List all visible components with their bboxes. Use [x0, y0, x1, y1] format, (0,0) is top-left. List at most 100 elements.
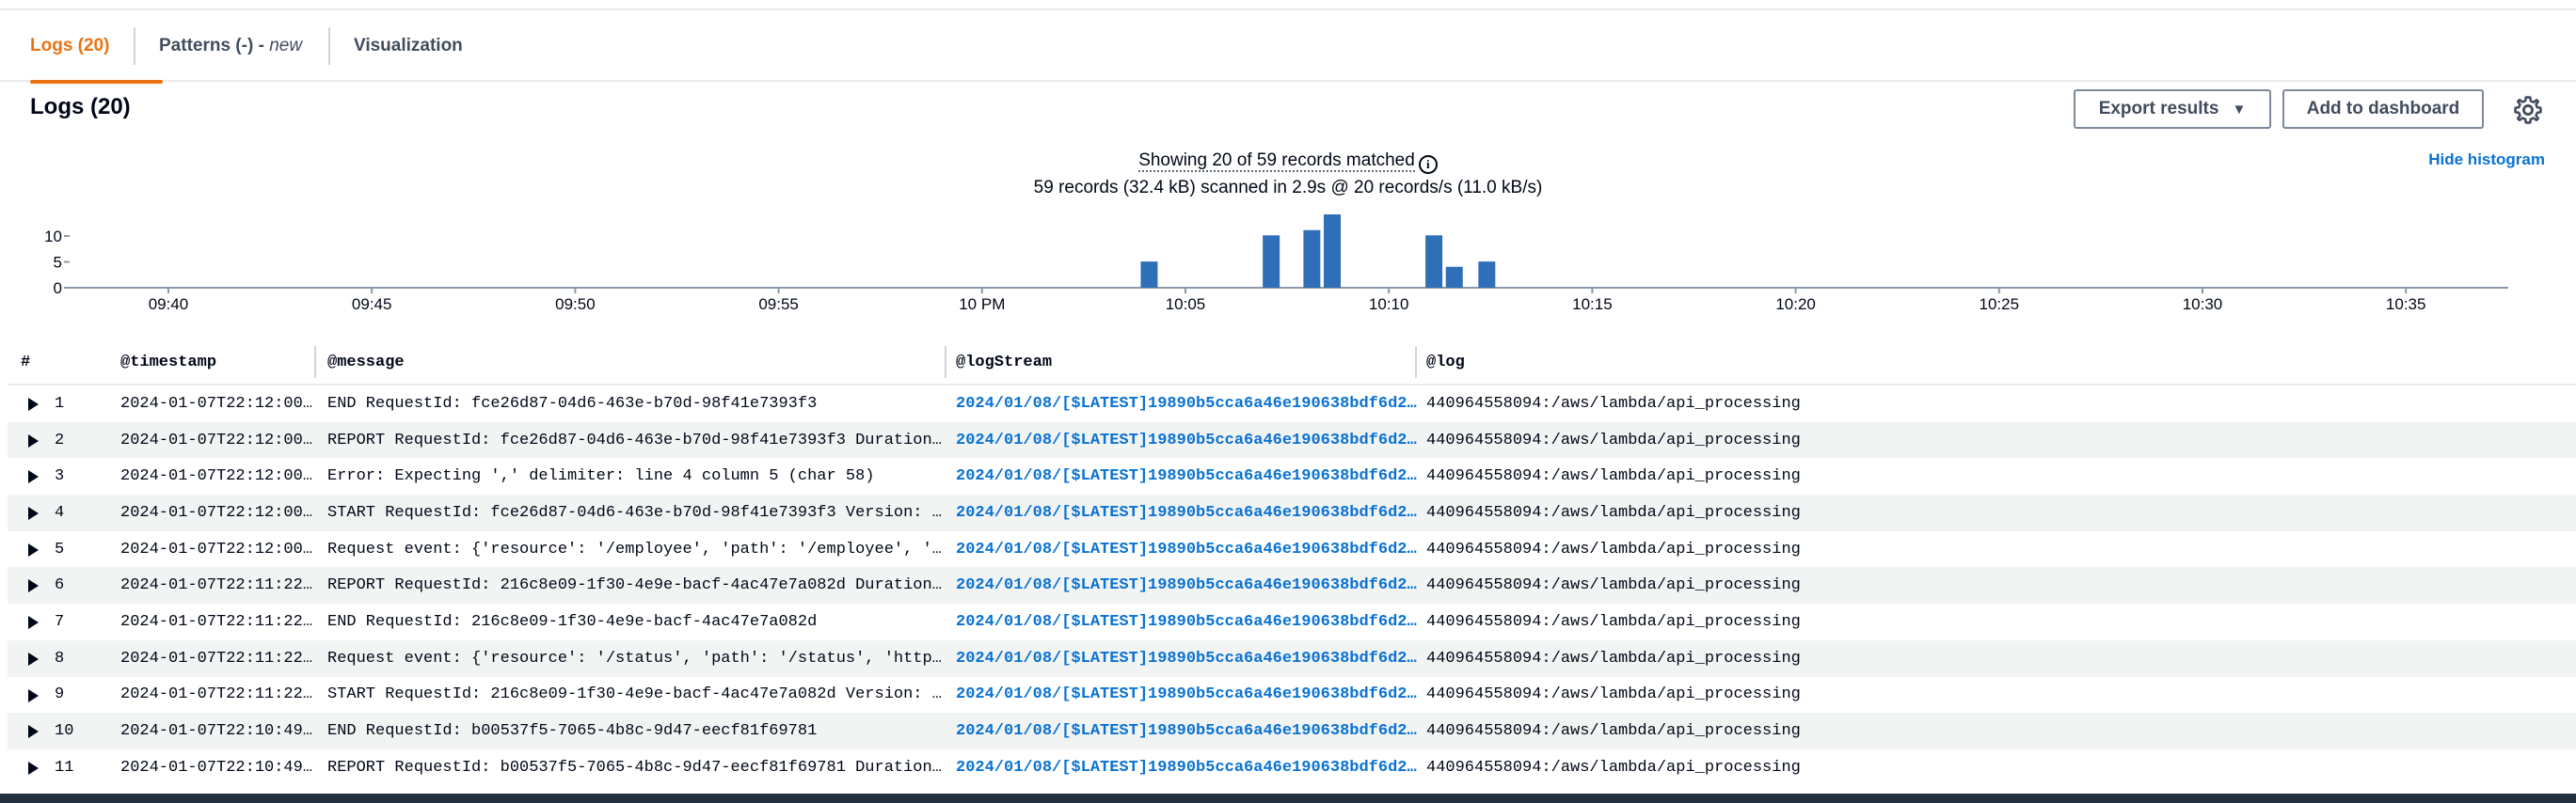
- row-index: 2: [55, 431, 65, 449]
- column-divider[interactable]: [1415, 346, 1417, 378]
- expand-row-icon[interactable]: [28, 433, 39, 448]
- row-timestamp: 2024-01-07T22:12:00.…: [120, 431, 314, 449]
- row-log: 440964558094:/aws/lambda/api_processing: [1426, 722, 1801, 741]
- tab-visualization[interactable]: Visualization: [354, 10, 463, 82]
- row-index: 8: [55, 649, 65, 668]
- info-icon[interactable]: i: [1418, 155, 1438, 174]
- histogram-bar[interactable]: [1140, 261, 1158, 288]
- table-row[interactable]: 5 2024-01-07T22:12:00.… Request event: {'r…: [8, 531, 2576, 568]
- histogram-bar[interactable]: [1445, 266, 1463, 288]
- table-row[interactable]: 4 2024-01-07T22:12:00.… START RequestId: f…: [8, 495, 2576, 531]
- row-logstream-link[interactable]: 2024/01/08/[$LATEST]19890b5cca6a46e19063…: [956, 467, 1417, 486]
- row-index: 5: [55, 540, 65, 559]
- row-timestamp: 2024-01-07T22:12:00.…: [120, 394, 314, 413]
- histogram-bar[interactable]: [1425, 235, 1443, 288]
- add-to-dashboard-button[interactable]: Add to dashboard: [2282, 89, 2484, 129]
- row-log: 440964558094:/aws/lambda/api_processing: [1426, 685, 1801, 704]
- row-message: REPORT RequestId: fce26d87-04d6-463e-b70…: [327, 431, 950, 449]
- expand-row-icon[interactable]: [28, 579, 39, 593]
- expand-row-icon[interactable]: [28, 761, 39, 775]
- row-message: Request event: {'resource': '/employee',…: [327, 540, 950, 559]
- row-index: 1: [55, 394, 65, 413]
- expand-row-icon[interactable]: [28, 470, 39, 484]
- row-log: 440964558094:/aws/lambda/api_processing: [1426, 612, 1801, 631]
- row-logstream-link[interactable]: 2024/01/08/[$LATEST]19890b5cca6a46e19063…: [956, 540, 1417, 559]
- expand-row-icon[interactable]: [28, 543, 39, 557]
- table-row[interactable]: 10 2024-01-07T22:10:49.… END RequestId: b0…: [8, 713, 2576, 749]
- expand-row-icon[interactable]: [28, 398, 39, 411]
- table-row[interactable]: 3 2024-01-07T22:12:00.… Error: Expecting '…: [8, 458, 2576, 495]
- column-divider[interactable]: [314, 346, 316, 378]
- histogram-bar[interactable]: [1303, 229, 1321, 288]
- row-log: 440964558094:/aws/lambda/api_processing: [1426, 540, 1801, 559]
- row-logstream-link[interactable]: 2024/01/08/[$LATEST]19890b5cca6a46e19063…: [956, 503, 1417, 522]
- table-row[interactable]: 9 2024-01-07T22:11:22.… START RequestId: 2…: [8, 677, 2576, 714]
- column-header-logstream[interactable]: @logStream: [956, 353, 1053, 371]
- expand-row-icon[interactable]: [28, 688, 39, 702]
- records-matched-text: Showing 20 of 59 records matched: [1138, 150, 1415, 172]
- row-timestamp: 2024-01-07T22:10:49.…: [120, 722, 314, 741]
- x-tick-label: 10:20: [1775, 295, 1816, 313]
- row-message: END RequestId: b00537f5-7065-4b8c-9d47-e…: [327, 722, 818, 741]
- row-log: 440964558094:/aws/lambda/api_processing: [1426, 649, 1801, 668]
- expand-row-icon[interactable]: [28, 725, 39, 739]
- table-row[interactable]: 1 2024-01-07T22:12:00.… END RequestId: fce…: [8, 386, 2576, 422]
- x-axis: 09:40 09:45 09:50 09:55 10 PM 10:05 10:10 10:15…: [69, 287, 2508, 313]
- table-body: 1 2024-01-07T22:12:00.… END RequestId: fce…: [8, 386, 2576, 786]
- add-to-dashboard-label: Add to dashboard: [2306, 99, 2460, 118]
- row-logstream-link[interactable]: 2024/01/08/[$LATEST]19890b5cca6a46e19063…: [956, 758, 1417, 777]
- active-tab-indicator: [30, 80, 163, 84]
- row-index: 10: [55, 722, 74, 741]
- row-logstream-link[interactable]: 2024/01/08/[$LATEST]19890b5cca6a46e19063…: [956, 612, 1417, 631]
- expand-row-icon[interactable]: [28, 507, 39, 521]
- column-header-index: #: [21, 353, 31, 371]
- top-border: [0, 0, 2576, 10]
- x-tick-label: 09:55: [758, 295, 799, 313]
- tab-logs[interactable]: Logs (20): [30, 10, 163, 84]
- x-tick-label: 10:05: [1166, 295, 1206, 313]
- results-tabs: Logs (20) Patterns (-) - new Visualizati…: [0, 10, 2576, 84]
- row-logstream-link[interactable]: 2024/01/08/[$LATEST]19890b5cca6a46e19063…: [956, 576, 1417, 595]
- row-log: 440964558094:/aws/lambda/api_processing: [1426, 503, 1801, 522]
- tab-patterns[interactable]: Patterns (-) - new: [159, 10, 302, 82]
- row-logstream-link[interactable]: 2024/01/08/[$LATEST]19890b5cca6a46e19063…: [956, 394, 1417, 413]
- histogram-bar[interactable]: [1263, 235, 1280, 288]
- column-header-message[interactable]: @message: [327, 353, 405, 371]
- tab-divider: [134, 27, 135, 65]
- expand-row-icon[interactable]: [28, 616, 39, 630]
- x-tick-label: 10:10: [1369, 295, 1409, 313]
- histogram-bar[interactable]: [1478, 261, 1496, 288]
- caret-down-icon: ▼: [2232, 101, 2247, 118]
- export-results-button[interactable]: Export results ▼: [2074, 89, 2271, 129]
- row-log: 440964558094:/aws/lambda/api_processing: [1426, 431, 1801, 449]
- table-row[interactable]: 2 2024-01-07T22:12:00.… REPORT RequestId: …: [8, 421, 2576, 459]
- gear-icon[interactable]: [2512, 94, 2544, 126]
- row-index: 7: [55, 612, 65, 631]
- table-header: # @timestamp @message @logStream @log: [8, 339, 2576, 386]
- row-index: 4: [55, 503, 65, 522]
- tab-divider: [328, 27, 330, 65]
- expand-row-icon[interactable]: [28, 652, 39, 666]
- row-index: 9: [55, 685, 65, 704]
- row-logstream-link[interactable]: 2024/01/08/[$LATEST]19890b5cca6a46e19063…: [956, 649, 1417, 668]
- logs-table: # @timestamp @message @logStream @log 1 2…: [8, 339, 2576, 786]
- table-row[interactable]: 6 2024-01-07T22:11:22.… REPORT RequestId: …: [8, 567, 2576, 605]
- row-logstream-link[interactable]: 2024/01/08/[$LATEST]19890b5cca6a46e19063…: [956, 722, 1417, 741]
- row-message: REPORT RequestId: 216c8e09-1f30-4e9e-bac…: [327, 576, 950, 595]
- tab-patterns-new-badge: new: [269, 36, 303, 55]
- table-row[interactable]: 11 2024-01-07T22:10:49.… REPORT RequestId:…: [8, 749, 2576, 786]
- row-timestamp: 2024-01-07T22:10:49.…: [120, 758, 314, 777]
- hide-histogram-link[interactable]: Hide histogram: [2428, 150, 2545, 168]
- row-logstream-link[interactable]: 2024/01/08/[$LATEST]19890b5cca6a46e19063…: [956, 431, 1417, 449]
- histogram-bar[interactable]: [1324, 214, 1342, 288]
- histogram-summary: Showing 20 of 59 records matched i: [0, 150, 2576, 174]
- column-header-timestamp[interactable]: @timestamp: [120, 353, 217, 371]
- row-timestamp: 2024-01-07T22:11:22.…: [120, 649, 314, 668]
- row-logstream-link[interactable]: 2024/01/08/[$LATEST]19890b5cca6a46e19063…: [956, 685, 1417, 704]
- row-timestamp: 2024-01-07T22:11:22.…: [120, 576, 314, 595]
- column-divider[interactable]: [945, 346, 946, 378]
- table-row[interactable]: 7 2024-01-07T22:11:22.… END RequestId: 216…: [8, 604, 2576, 640]
- column-header-log[interactable]: @log: [1426, 353, 1465, 371]
- table-row[interactable]: 8 2024-01-07T22:11:22.… Request event: {'r…: [8, 639, 2576, 677]
- row-message: Error: Expecting ',' delimiter: line 4 c…: [327, 467, 875, 486]
